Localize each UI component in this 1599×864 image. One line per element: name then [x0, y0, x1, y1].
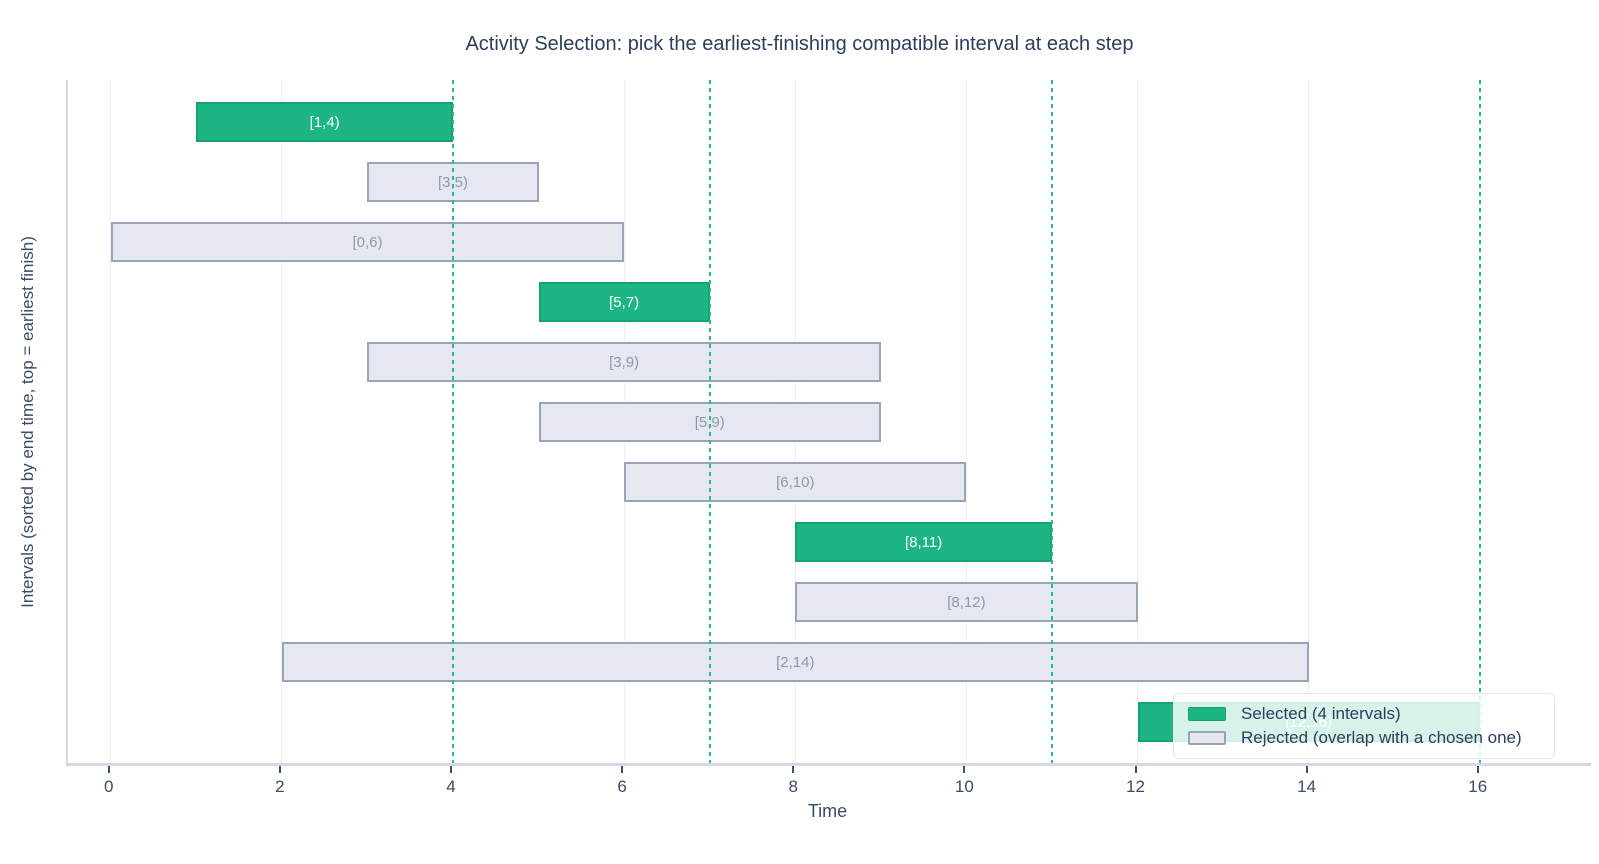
- x-tick-mark: [278, 766, 281, 773]
- interval-bar-selected: [5,7): [538, 282, 710, 322]
- gridline: [281, 80, 283, 763]
- x-tick-mark: [1476, 766, 1479, 773]
- legend-label-rejected: Rejected (overlap with a chosen one): [1241, 728, 1522, 747]
- legend: Selected (4 intervals) Rejected (overlap…: [1173, 693, 1555, 759]
- x-tick-label: 6: [617, 777, 627, 796]
- interval-bar-rejected: [3,9): [367, 342, 881, 382]
- interval-bar-selected: [1,4): [196, 102, 453, 142]
- selected-finish-line: [452, 80, 455, 763]
- legend-item-rejected: Rejected (overlap with a chosen one): [1188, 726, 1540, 750]
- interval-label: [0,6): [352, 233, 383, 251]
- x-tick-mark: [792, 766, 795, 773]
- selected-finish-line: [1050, 80, 1053, 763]
- gridline: [1137, 80, 1139, 763]
- gridline: [965, 80, 967, 763]
- interval-label: [8,11): [904, 533, 943, 551]
- rejected-swatch-icon: [1188, 731, 1226, 745]
- x-tick-label: 4: [446, 777, 456, 796]
- x-tick-label: 16: [1468, 777, 1488, 796]
- x-tick-label: 14: [1297, 777, 1317, 796]
- selected-finish-line: [1478, 80, 1481, 763]
- legend-item-selected: Selected (4 intervals): [1188, 702, 1540, 726]
- y-axis-label: Intervals (sorted by end time, top = ear…: [18, 236, 37, 608]
- interval-label: [8,12): [947, 593, 986, 611]
- x-tick-mark: [450, 766, 453, 773]
- selected-swatch-icon: [1188, 707, 1226, 721]
- gridline: [110, 80, 112, 763]
- interval-label: [3,9): [609, 353, 640, 371]
- x-tick-label: 2: [275, 777, 285, 796]
- interval-label: [5,7): [609, 293, 640, 311]
- x-tick-mark: [963, 766, 966, 773]
- x-tick-mark: [1305, 766, 1308, 773]
- gridline: [1308, 80, 1310, 763]
- selected-finish-line: [708, 80, 711, 763]
- interval-label: [1,4): [309, 113, 340, 131]
- interval-bar-selected: [8,11): [795, 522, 1052, 562]
- plot-area: [1,4)[3,5)[0,6)[5,7)[3,9)[5,9)[6,10)[8,1…: [66, 80, 1591, 766]
- x-tick-label: 0: [104, 777, 114, 796]
- x-axis-label: Time: [807, 801, 848, 821]
- interval-label: [6,10): [776, 473, 815, 491]
- x-tick-label: 8: [788, 777, 798, 796]
- interval-bar-rejected: [8,12): [795, 582, 1138, 622]
- x-tick-label: 12: [1126, 777, 1145, 796]
- legend-label-selected: Selected (4 intervals): [1241, 704, 1401, 723]
- x-tick-mark: [1134, 766, 1137, 773]
- interval-bar-rejected: [6,10): [624, 462, 967, 502]
- x-tick-mark: [107, 766, 110, 773]
- interval-label: [2,14): [776, 653, 815, 671]
- x-tick-mark: [621, 766, 624, 773]
- x-tick-label: 10: [954, 777, 974, 796]
- interval-bar-rejected: [2,14): [281, 642, 1309, 682]
- interval-bar-rejected: [0,6): [110, 222, 625, 262]
- chart-title: Activity Selection: pick the earliest-fi…: [465, 33, 1134, 55]
